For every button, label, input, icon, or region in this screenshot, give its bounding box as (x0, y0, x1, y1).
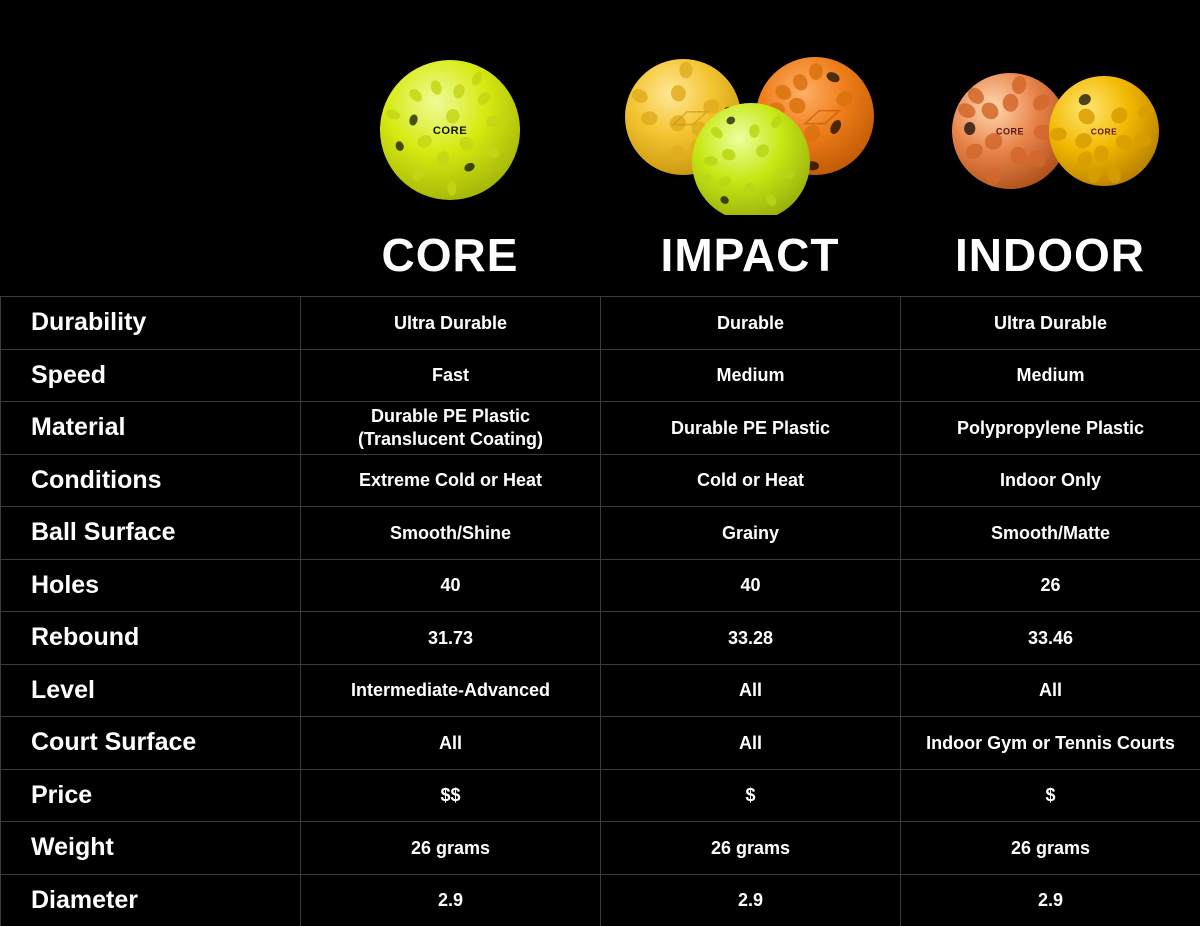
svg-text:CORE: CORE (1091, 126, 1118, 136)
svg-text:CORE: CORE (433, 125, 467, 137)
svg-text:CORE: CORE (996, 126, 1024, 136)
